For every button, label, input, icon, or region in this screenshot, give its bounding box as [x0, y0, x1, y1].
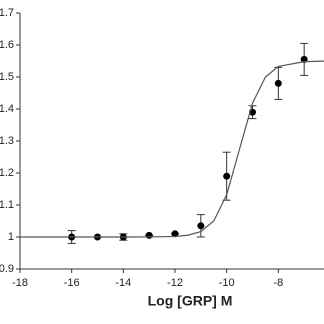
x-tick-label: -8 [273, 277, 283, 289]
y-tick-label: 1.1 [0, 199, 14, 211]
y-tick-label: 1.3 [0, 135, 14, 147]
data-point [223, 172, 231, 180]
y-tick-label: 1.4 [0, 103, 14, 115]
data-point [171, 230, 179, 238]
data-point [145, 231, 153, 239]
y-tick-label: 1.2 [0, 167, 14, 179]
x-tick-label: -16 [64, 277, 80, 289]
x-tick-label: -12 [167, 277, 183, 289]
fit-line [20, 60, 324, 238]
x-tick-label: -10 [219, 277, 235, 289]
y-tick-label: 1 [8, 231, 14, 243]
y-tick-label: 0.9 [0, 263, 14, 275]
y-tick-label: 1.5 [0, 71, 14, 83]
data-point [274, 79, 282, 87]
y-tick-label: 1.7 [0, 7, 14, 19]
x-tick-label: -18 [12, 277, 28, 289]
y-tick-label: 1.6 [0, 39, 14, 51]
x-axis-title: Log [GRP] M [148, 293, 233, 309]
data-point [197, 222, 205, 230]
x-tick-label: -14 [115, 277, 131, 289]
